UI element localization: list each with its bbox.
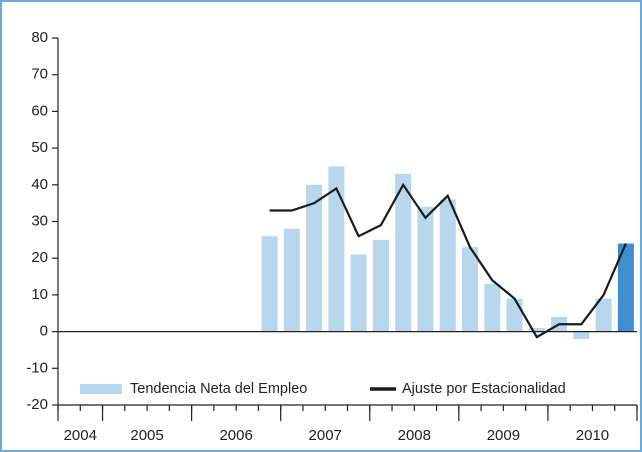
y-tick-label: 20	[31, 249, 48, 266]
bar	[328, 166, 345, 332]
x-tick-label: 2006	[219, 427, 252, 444]
y-tick-label: 40	[31, 176, 48, 193]
bar	[484, 283, 501, 332]
bar	[283, 228, 300, 332]
x-tick-label: 2005	[130, 427, 163, 444]
bar	[617, 243, 634, 332]
bar	[372, 239, 389, 332]
bar	[261, 236, 278, 332]
y-tick-label: 60	[31, 102, 48, 119]
bar	[306, 184, 323, 332]
bar	[506, 298, 523, 332]
bar	[595, 298, 612, 332]
bar	[395, 173, 412, 332]
y-tick-label: -20	[26, 396, 48, 413]
bar	[461, 247, 478, 332]
bar	[417, 206, 434, 332]
legend-swatch	[80, 384, 122, 394]
legend-label: Tendencia Neta del Empleo	[130, 381, 307, 397]
bar	[528, 327, 545, 332]
line	[269, 182, 627, 339]
legend-label: Ajuste por Estacionalidad	[402, 381, 566, 397]
x-tick-label: 2007	[309, 427, 342, 444]
x-tick-label: 2004	[64, 427, 97, 444]
bar	[439, 199, 456, 332]
y-tick-label: 70	[31, 66, 48, 83]
x-tick-label: 2008	[398, 427, 431, 444]
x-tick-label: 2009	[487, 427, 520, 444]
y-tick-label: 30	[31, 212, 48, 229]
bar	[350, 254, 367, 332]
y-tick-label: 0	[40, 323, 48, 340]
y-tick-label: 80	[31, 29, 48, 46]
bar	[573, 331, 590, 339]
y-tick-label: 50	[31, 139, 48, 156]
y-tick-label: -10	[26, 359, 48, 376]
y-tick-label: 10	[31, 286, 48, 303]
x-tick-label: 2010	[576, 427, 609, 444]
